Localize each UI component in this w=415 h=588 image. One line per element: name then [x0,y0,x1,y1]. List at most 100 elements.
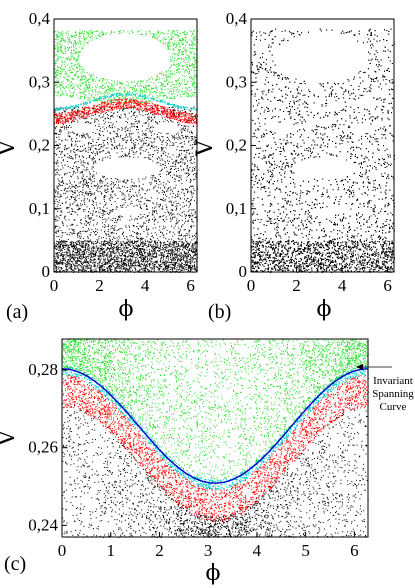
panel-a-point-black [67,226,68,227]
panel-a-point-black [133,157,134,158]
panel-a-point-black [147,241,148,242]
panel-a-point-black [148,269,149,270]
panel-a-point-black [114,230,115,231]
panel-a-point-black [130,156,131,157]
panel-a-point-black [130,240,131,241]
panel-a-point-black [77,170,78,171]
panel-a-point-black [105,233,106,234]
panel-a-point-black [104,241,105,242]
panel-a-point-black [170,262,171,263]
panel-a-point-black [102,254,103,255]
panel-a-point-black [181,170,182,171]
panel-a-point-black [125,131,126,132]
panel-a-point-black [136,243,137,244]
panel-a-point-black [169,239,170,240]
panel-a-point-black [56,161,57,162]
panel-a-point-black [96,224,97,225]
panel-a-point-black [111,266,112,267]
panel-a-point-black [152,253,153,254]
panel-a-point-black [133,113,134,114]
panel-a-point-black [84,223,85,224]
panel-a-point-black [145,198,146,199]
panel-a-point-black [159,226,160,227]
panel-a-point-black [87,198,88,199]
panel-a-point-black [140,226,141,227]
panel-a-point-black [109,256,110,257]
panel-a-point-black [114,247,115,248]
panel-a-point-black [148,264,149,265]
panel-a-point-black [155,232,156,233]
panel-a-point-black [179,239,180,240]
panel-a-point-black [194,238,195,239]
panel-a-point-black [98,247,99,248]
panel-a-point-black [72,209,73,210]
panel-a-point-black [125,263,126,264]
panel-a-point-black [108,218,109,219]
panel-a-point-black [97,208,98,209]
panel-a-point-black [115,195,116,196]
panel-a-point-black [130,263,131,264]
panel-a-point-black [90,259,91,260]
panel-a-point-black [130,256,131,257]
panel-a-point-black [73,264,74,265]
panel-a-point-black [97,232,98,233]
panel-a-point-black [71,127,72,128]
panel-a-point-black [110,200,111,201]
panel-a-point-black [191,157,192,158]
panel-a-point-black [191,180,192,181]
panel-a-point-black [99,207,100,208]
panel-a-point-black [56,231,57,232]
panel-a-point-black [111,210,112,211]
panel-a-point-black [106,203,107,204]
panel-a-point-black [89,247,90,248]
panel-a-point-black [148,138,149,139]
panel-a-point-black [195,179,196,180]
panel-a-point-black [102,210,103,211]
panel-a-point-black [85,250,86,251]
panel-a-point-black [58,241,59,242]
panel-a-point-black [181,262,182,263]
panel-a-point-black [86,121,87,122]
panel-a-point-black [124,268,125,269]
panel-a-point-black [179,232,180,233]
panel-a-point-black [172,136,173,137]
panel-a-point-black [107,137,108,138]
panel-a-point-black [190,262,191,263]
panel-a-point-black [108,229,109,230]
panel-a-point-black [167,262,168,263]
panel-a-point-black [106,153,107,154]
panel-a-point-black [147,114,148,115]
panel-a-point-black [56,246,57,247]
panel-a-point-black [162,252,163,253]
panel-a-point-black [89,201,90,202]
panel-a-point-black [117,179,118,180]
panel-a-point-black [157,267,158,268]
panel-a-point-black [80,146,81,147]
panel-a-point-black [184,195,185,196]
panel-a-point-black [59,157,60,158]
panel-a-point-black [84,169,85,170]
panel-a-point-black [194,266,195,267]
panel-a-point-black [84,195,85,196]
panel-a-point-black [145,193,146,194]
panel-a-point-black [95,161,96,162]
panel-a-point-black [155,241,156,242]
panel-a-point-black [132,270,133,271]
panel-a-point-black [190,242,191,243]
panel-a-point-black [170,193,171,194]
panel-a-point-black [96,215,97,216]
panel-a-point-black [62,250,63,251]
panel-a-point-black [92,242,93,243]
panel-a-point-black [105,269,106,270]
panel-a-point-black [181,125,182,126]
panel-a-point-black [173,261,174,262]
panel-a-point-black [133,255,134,256]
panel-a-point-black [58,264,59,265]
panel-a-point-black [155,206,156,207]
panel-a-point-black [126,134,127,135]
panel-a-point-black [176,138,177,139]
panel-a-point-black [108,151,109,152]
panel-a-point-black [79,118,80,119]
panel-a-point-black [81,192,82,193]
